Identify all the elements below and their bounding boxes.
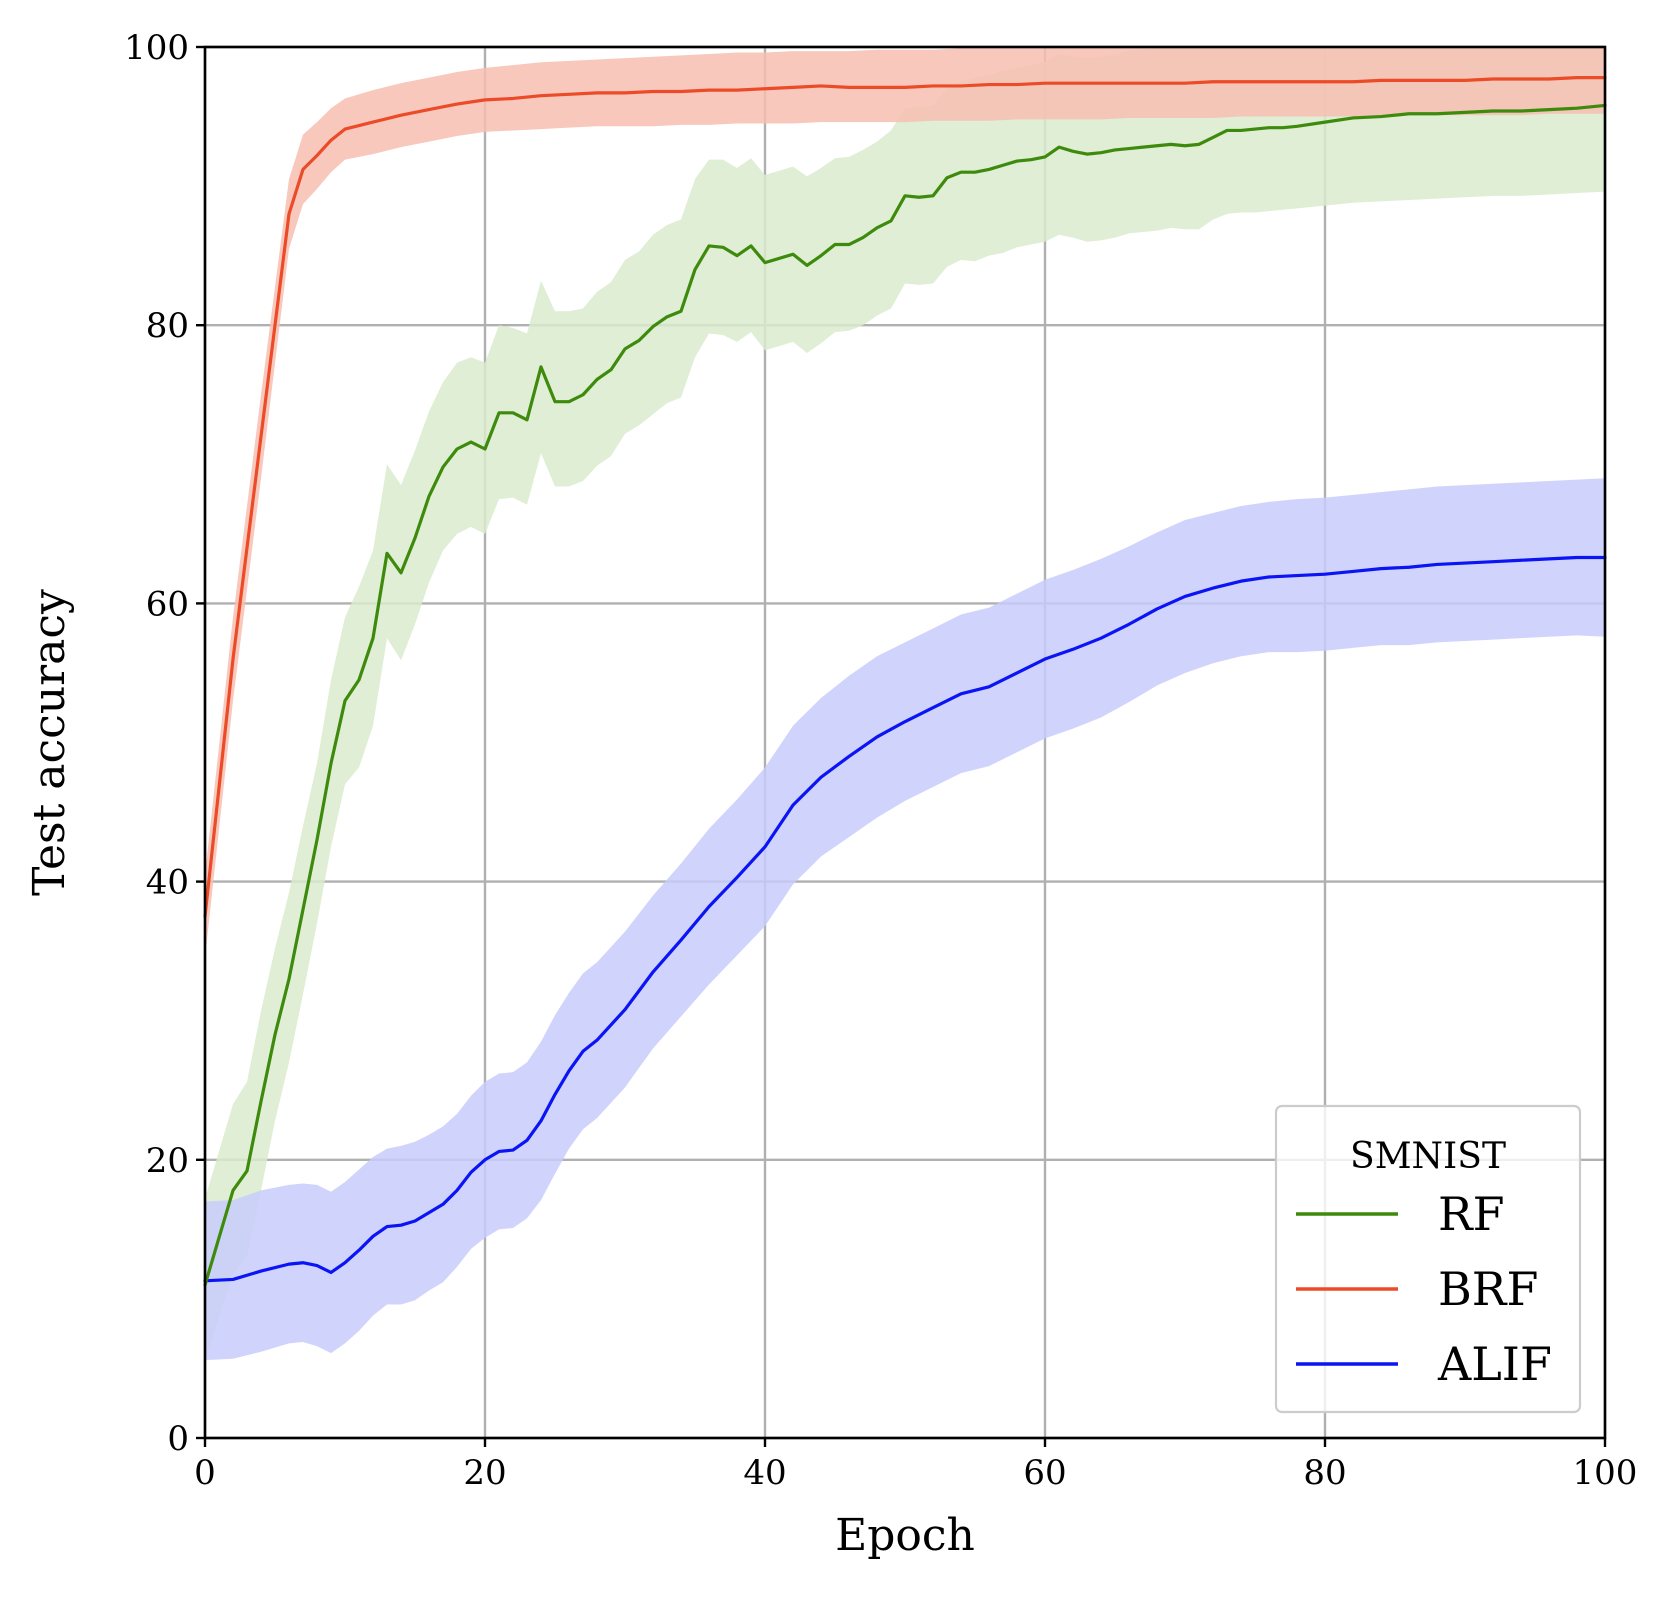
legend-label-brf: BRF bbox=[1438, 1262, 1538, 1316]
band-alif bbox=[205, 478, 1605, 1361]
legend-box bbox=[1274, 1104, 1582, 1414]
x-tick-label: 80 bbox=[1303, 1453, 1346, 1493]
band-rf bbox=[205, 47, 1605, 1362]
legend-label-alif: ALIF bbox=[1437, 1337, 1552, 1391]
x-axis-ticks: 0 20 40 60 80 100 bbox=[194, 1438, 1637, 1493]
x-tick-label: 20 bbox=[463, 1453, 506, 1493]
band-brf bbox=[205, 47, 1605, 959]
x-axis-label: Epoch bbox=[835, 1510, 975, 1561]
y-tick-label: 60 bbox=[146, 584, 189, 624]
x-tick-label: 0 bbox=[194, 1453, 216, 1493]
legend-title: SMNIST bbox=[1350, 1136, 1506, 1177]
legend-label-rf: RF bbox=[1438, 1187, 1505, 1241]
series-lines bbox=[203, 75, 1607, 1287]
line-rf bbox=[203, 103, 1607, 1287]
line-alif bbox=[203, 555, 1607, 1283]
line-brf bbox=[203, 75, 1607, 918]
x-tick-label: 100 bbox=[1573, 1453, 1638, 1493]
y-axis-ticks: 0 20 40 60 80 100 bbox=[124, 28, 205, 1459]
plot-frame bbox=[203, 45, 1607, 1440]
confidence-bands bbox=[205, 47, 1605, 1362]
y-axis-label: Test accuracy bbox=[24, 589, 75, 896]
y-tick-label: 80 bbox=[146, 306, 189, 346]
x-tick-label: 60 bbox=[1023, 1453, 1066, 1493]
y-tick-label: 100 bbox=[124, 28, 189, 68]
y-tick-label: 40 bbox=[146, 863, 189, 903]
legend-items: RF BRF ALIF bbox=[1296, 1187, 1552, 1391]
y-tick-label: 0 bbox=[167, 1419, 189, 1459]
y-tick-label: 20 bbox=[146, 1141, 189, 1181]
legend: SMNIST RF BRF ALIF bbox=[1274, 1104, 1582, 1414]
x-tick-label: 40 bbox=[743, 1453, 786, 1493]
